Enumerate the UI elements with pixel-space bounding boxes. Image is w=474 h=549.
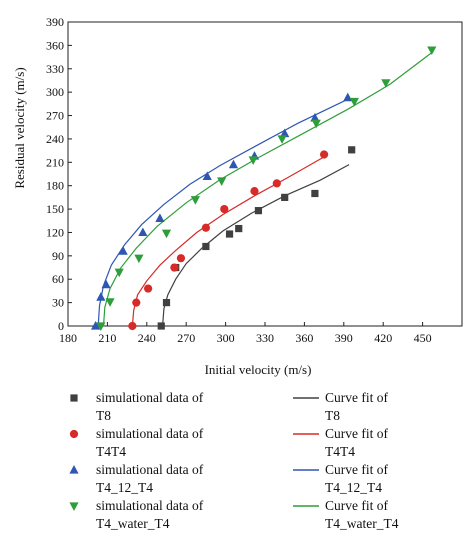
data-point-T8	[254, 207, 263, 215]
data-point-T4_water_T4	[427, 46, 437, 56]
x-tick-label: 240	[138, 331, 156, 345]
data-point-T4_water_T4	[190, 196, 200, 205]
data-point-T8	[162, 299, 171, 307]
y-tick-label: 180	[46, 179, 64, 193]
legend-marker-T4_water_T4	[69, 502, 79, 511]
data-point-T8	[311, 189, 319, 198]
x-tick-label: 210	[98, 331, 116, 345]
data-point-T4_12_T4	[343, 92, 353, 102]
legend-label-T4_water_T4-cont: T4_water_T4	[96, 516, 170, 531]
data-point-T4_water_T4	[381, 79, 391, 88]
x-tick-label: 330	[256, 331, 274, 345]
data-point-T4_12_T4	[155, 213, 165, 223]
legend-fit-label-T4_water_T4-cont: T4_water_T4	[325, 516, 399, 531]
data-point-T4T4	[272, 179, 281, 188]
data-point-T4T4	[132, 298, 141, 307]
x-tick-label: 420	[374, 331, 392, 345]
data-point-T8	[235, 224, 243, 233]
data-point-T8	[157, 322, 165, 330]
y-tick-label: 120	[46, 225, 64, 239]
y-tick-label: 90	[52, 249, 64, 263]
data-markers	[90, 46, 437, 331]
data-point-T4T4	[176, 254, 186, 263]
legend-label-T4_12_T4: simulational data of	[96, 462, 204, 477]
data-point-T4_12_T4	[280, 128, 290, 138]
fit-line-T4_water_T4	[102, 51, 434, 327]
data-point-T4_water_T4	[96, 322, 106, 331]
data-point-T4_water_T4	[114, 268, 124, 278]
data-point-T4_12_T4	[310, 112, 320, 122]
data-point-T4_12_T4	[202, 171, 212, 180]
x-tick-label: 180	[59, 331, 77, 345]
legend-fit-label-T4_water_T4: Curve fit of	[325, 498, 388, 513]
y-tick-label: 60	[52, 272, 64, 286]
data-point-T4T4	[250, 187, 259, 196]
legend: simulational data of T8 Curve fit of T8 simu…	[69, 390, 399, 531]
y-tick-label: 0	[58, 319, 64, 333]
data-point-T4_water_T4	[349, 97, 359, 107]
y-tick-label: 270	[46, 109, 64, 123]
data-point-T4T4	[128, 321, 137, 331]
data-point-T4_water_T4	[248, 156, 258, 165]
fit-line-T4_12_T4	[97, 99, 347, 327]
y-tick-label: 30	[52, 296, 64, 310]
y-tick-label: 330	[46, 62, 64, 76]
x-axis-title: Initial velocity (m/s)	[205, 362, 312, 377]
data-point-T4_water_T4	[134, 254, 144, 264]
legend-label-T8: simulational data of	[96, 390, 204, 405]
data-point-T4_water_T4	[161, 229, 172, 239]
legend-label-T4T4-cont: T4T4	[96, 444, 126, 459]
y-tick-label: 300	[46, 85, 64, 99]
legend-fit-label-T4_12_T4: Curve fit of	[325, 462, 388, 477]
data-point-T4T4	[144, 284, 153, 293]
data-point-T4_12_T4	[96, 292, 106, 301]
legend-marker-T4_12_T4	[69, 465, 79, 474]
legend-marker-T4T4	[69, 429, 79, 439]
legend-fit-label-T4T4-cont: T4T4	[325, 444, 355, 459]
x-tick-label: 270	[177, 331, 195, 345]
y-tick-label: 150	[46, 202, 64, 216]
legend-marker-T8	[70, 394, 78, 402]
x-tick-label: 300	[217, 331, 235, 345]
x-axis-ticks: 180 210 240 270 300 330 360 390 420 450	[59, 322, 432, 345]
legend-label-T4_12_T4-cont: T4_12_T4	[96, 480, 153, 495]
y-tick-label: 240	[46, 132, 64, 146]
data-point-T4_water_T4	[311, 119, 321, 129]
data-point-T4T4	[220, 204, 229, 214]
data-point-T8	[202, 242, 210, 251]
fit-line-T4T4	[131, 156, 325, 327]
x-tick-label: 360	[295, 331, 313, 345]
plot-frame	[67, 21, 463, 327]
data-point-T4_12_T4	[138, 227, 148, 237]
data-point-T4_water_T4	[277, 135, 287, 144]
legend-label-T8-cont: T8	[96, 408, 111, 423]
data-point-T8	[348, 146, 356, 154]
legend-fit-label-T4_12_T4-cont: T4_12_T4	[325, 480, 382, 495]
legend-fit-label-T4T4: Curve fit of	[325, 426, 388, 441]
x-tick-label: 390	[335, 331, 353, 345]
data-point-T8	[281, 193, 289, 201]
data-point-T4_12_T4	[228, 159, 239, 169]
data-point-T4T4	[170, 263, 179, 272]
y-tick-label: 390	[46, 15, 64, 29]
data-point-T4_water_T4	[105, 298, 115, 307]
data-point-T4_12_T4	[118, 246, 128, 255]
data-point-T4T4	[320, 150, 329, 159]
data-point-T4_water_T4	[217, 177, 227, 187]
data-point-T4_12_T4	[101, 279, 111, 289]
y-axis-ticks: 0 30 60 90 120 150 180 210 240 270 300 330 360 390	[46, 15, 72, 333]
data-point-T4T4	[201, 223, 210, 232]
y-axis-title: Residual velocity (m/s)	[12, 67, 27, 188]
data-point-T8	[225, 230, 234, 238]
data-point-T4_12_T4	[90, 321, 101, 330]
legend-label-T4_water_T4: simulational data of	[96, 498, 204, 513]
plot-area-border	[67, 21, 463, 327]
legend-fit-label-T8: Curve fit of	[325, 390, 388, 405]
y-tick-label: 210	[46, 155, 64, 169]
legend-fit-label-T8-cont: T8	[325, 408, 340, 423]
x-tick-label: 450	[414, 331, 432, 345]
y-tick-label: 360	[46, 38, 64, 52]
legend-label-T4T4: simulational data of	[96, 426, 204, 441]
